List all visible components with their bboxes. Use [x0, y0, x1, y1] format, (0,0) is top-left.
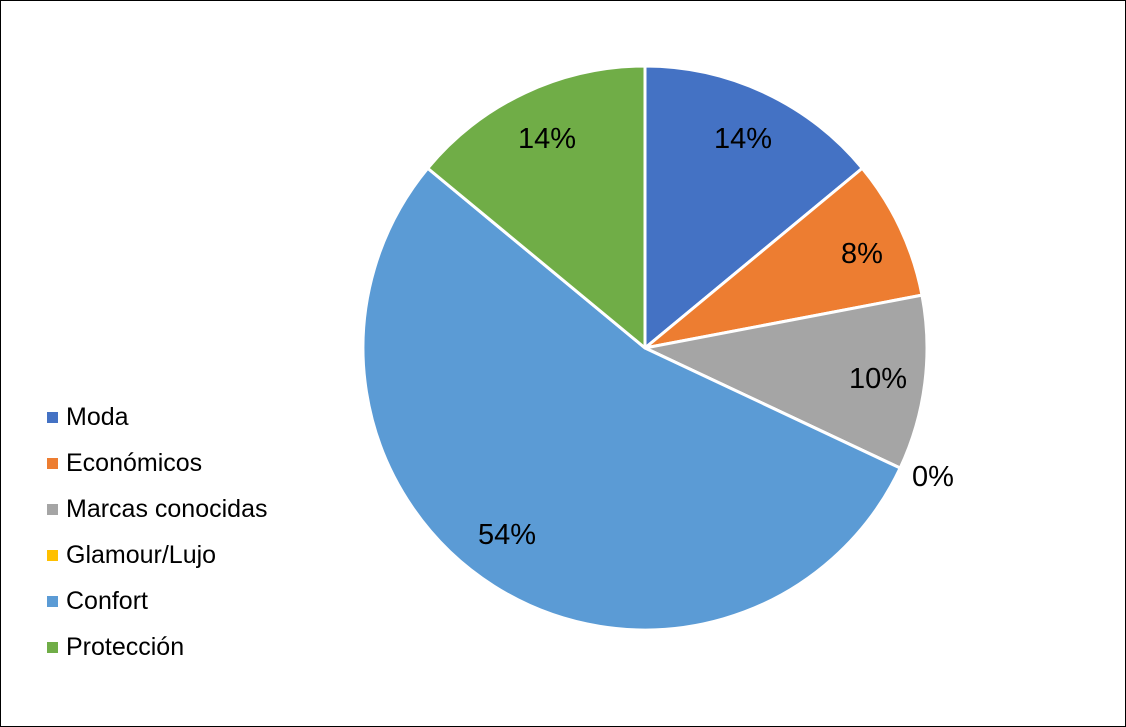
data-label: 10% [849, 363, 907, 395]
legend-label: Marcas conocidas [66, 494, 268, 523]
legend-swatch [47, 549, 58, 561]
legend-item: Marcas conocidas [47, 486, 347, 532]
legend-label: Protección [66, 632, 185, 661]
legend-label: Glamour/Lujo [66, 540, 217, 569]
data-label: 8% [841, 238, 883, 270]
pie-slice-moda [643, 64, 864, 350]
legend-label: Económicos [66, 448, 203, 477]
legend-item: Confort [47, 578, 347, 624]
legend-swatch [47, 411, 58, 423]
legend-swatch [47, 503, 58, 515]
legend-item: Glamour/Lujo [47, 532, 347, 578]
legend-item: Moda [47, 394, 347, 440]
pie-slice-protección [426, 64, 647, 350]
data-label: 54% [478, 519, 536, 551]
pie-slice-económicos [643, 166, 924, 350]
pie-slice-confort [361, 166, 902, 632]
pie-slice-marcas-conocidas [643, 293, 929, 470]
legend-label: Confort [66, 586, 148, 615]
legend: Moda Económicos Marcas conocidas Glamour/Lu… [47, 394, 347, 670]
legend-item: Protección [47, 624, 347, 670]
data-label: 14% [518, 123, 576, 155]
legend-swatch [47, 641, 58, 653]
pie-data-labels: 14% 8% 10% 0% 54% 14% [478, 123, 954, 551]
pie-slices [361, 64, 929, 632]
legend-swatch [47, 595, 58, 607]
data-label: 0% [912, 461, 954, 493]
legend-label: Moda [66, 402, 129, 431]
legend-swatch [47, 457, 58, 469]
data-label: 14% [714, 123, 772, 155]
legend-item: Económicos [47, 440, 347, 486]
